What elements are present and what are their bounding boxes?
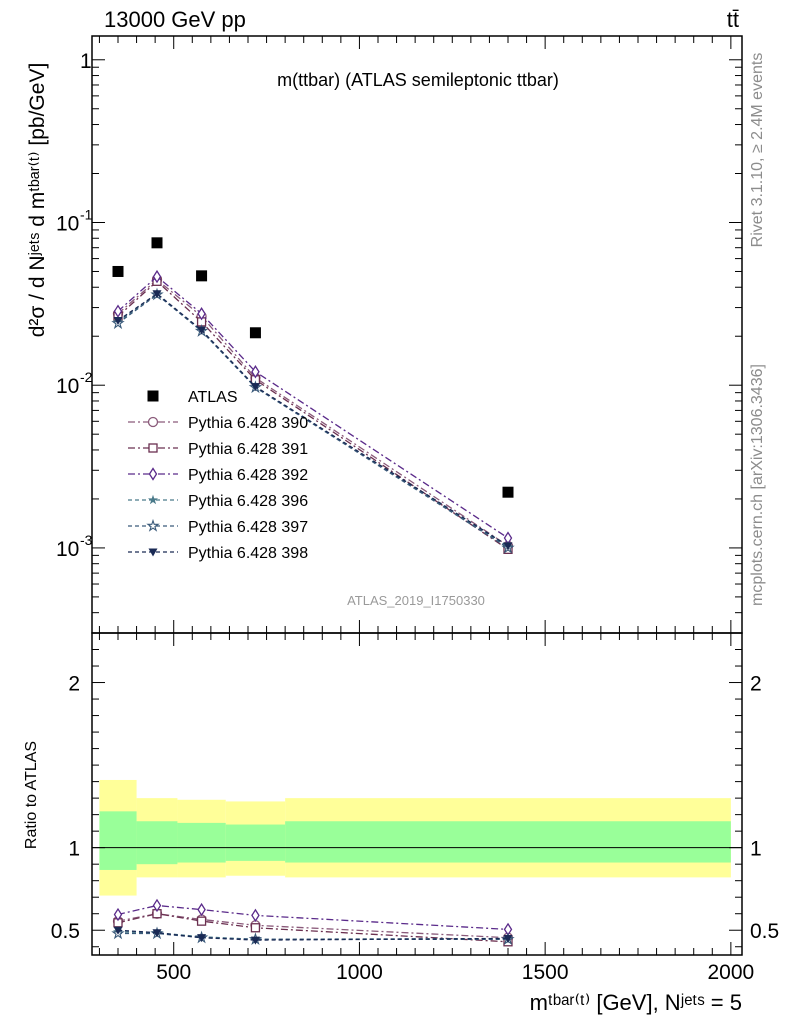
series-line-pythia-6-428-396	[117, 293, 509, 548]
x-tick-label: 500	[156, 961, 191, 984]
y-tick-label-lower-right: 2	[750, 673, 762, 696]
data-point-pythia-6-428-392	[251, 365, 260, 379]
ratio-point-pythia-6-428-398	[113, 926, 123, 935]
header-right: tt̄	[727, 7, 739, 32]
x-tick-label: 1500	[522, 961, 569, 984]
header-left: 13000 GeV pp	[104, 7, 246, 32]
y-tick-label-lower: 2	[68, 673, 80, 696]
x-tick-label: 2000	[707, 961, 754, 984]
upper-panel: 10 -310 -210 -11 m(ttbar) (ATLAS semilepton…	[26, 35, 743, 634]
data-point-pythia-6-428-398	[152, 290, 162, 299]
data-point-atlas	[112, 265, 124, 277]
series-line-pythia-6-428-392	[117, 275, 509, 539]
series-line-pythia-6-428-391	[117, 280, 509, 550]
ratio-point-pythia-6-428-392	[113, 907, 123, 922]
data-point-pythia-6-428-398	[250, 383, 260, 392]
x-tick-label: 1000	[336, 961, 383, 984]
mcplots-credit-label: mcplots.cern.ch [arXiv:1306.3436]	[749, 364, 766, 606]
data-point-atlas	[151, 237, 163, 249]
uncertainty-band-inner	[285, 821, 731, 863]
rivet-version-label: Rivet 3.1.10, ≥ 2.4M events	[749, 53, 766, 248]
legend-marker-pythia-6-428-390	[147, 416, 159, 428]
x-axis-label: mᵗᵇᵃʳ⁽ᵗ⁾ [GeV], Nʲᵉᵗˢ = 5	[530, 990, 742, 1015]
legend-label-pythia-6-428-398: Pythia 6.428 398	[188, 545, 308, 562]
y-tick-label-lower: 0.5	[51, 920, 80, 943]
legend-marker-pythia-6-428-398	[148, 548, 158, 557]
legend-marker-pythia-6-428-396	[147, 494, 159, 505]
ratio-point-pythia-6-428-392	[251, 908, 260, 923]
ratio-point-pythia-6-428-392	[197, 902, 206, 917]
series-line-pythia-6-428-390	[117, 278, 509, 547]
legend: ATLAS Pythia 6.428 390 Pythia 6.428 391 Pyt…	[128, 389, 308, 562]
ratio-point-pythia-6-428-391	[250, 923, 261, 933]
lower-panel: 0.5 0.5 1 1 2 2 500 1000 1500 2000 Ratio to ATLAS…	[23, 632, 779, 1015]
legend-label-pythia-6-428-396: Pythia 6.428 396	[188, 493, 308, 510]
y-tick-label-exponent: -1	[80, 206, 93, 222]
ratio-y-label: Ratio to ATLAS	[23, 741, 40, 849]
data-point-pythia-6-428-392	[197, 307, 206, 321]
legend-label-pythia-6-428-390: Pythia 6.428 390	[188, 415, 308, 432]
legend-label-pythia-6-428-397: Pythia 6.428 397	[188, 519, 308, 536]
series-line-pythia-6-428-398	[117, 292, 509, 547]
uncertainty-band-inner	[136, 821, 178, 865]
lower-frame	[91, 632, 743, 956]
y-tick-label-upper: 10	[56, 538, 79, 561]
ratio-point-pythia-6-428-398	[197, 934, 207, 943]
ratio-point-pythia-6-428-392	[152, 898, 162, 913]
y-tick-label-upper: 1	[80, 50, 92, 73]
data-point-atlas	[502, 486, 514, 498]
ratio-point-pythia-6-428-398	[503, 934, 513, 943]
y-tick-label-upper: 10	[56, 375, 79, 398]
chart-title: m(ttbar) (ATLAS semileptonic ttbar)	[277, 70, 559, 90]
uncertainty-band-inner	[225, 824, 286, 861]
legend-marker-pythia-6-428-397	[146, 518, 160, 532]
legend-marker-pythia-6-428-391	[148, 443, 158, 453]
upper-y-label: d²σ / d Nʲᵉᵗˢ d mᵗᵇᵃʳ⁽ᵗ⁾ [pb/GeV]	[26, 63, 49, 338]
ratio-point-pythia-6-428-398	[250, 936, 260, 945]
y-tick-label-lower-right: 1	[750, 838, 762, 861]
uncertainty-band-inner	[99, 811, 137, 870]
ratio-line-pythia-6-428-392	[117, 904, 509, 931]
legend-label-pythia-6-428-392: Pythia 6.428 392	[188, 467, 308, 484]
y-tick-label-exponent: -3	[80, 532, 93, 548]
data-point-pythia-6-428-398	[113, 316, 123, 325]
legend-marker-pythia-6-428-392	[148, 467, 158, 481]
data-point-atlas	[196, 270, 208, 282]
y-tick-label-lower: 1	[68, 838, 80, 861]
ratio-point-pythia-6-428-391	[196, 916, 207, 926]
legend-label-pythia-6-428-391: Pythia 6.428 391	[188, 441, 308, 458]
ratio-point-pythia-6-428-398	[152, 929, 162, 938]
y-tick-label-upper: 10	[56, 212, 79, 235]
y-tick-label-exponent: -2	[80, 369, 93, 385]
legend-label-atlas: ATLAS	[188, 389, 238, 406]
data-point-pythia-6-428-392	[152, 269, 162, 284]
y-tick-label-lower-right: 0.5	[750, 920, 779, 943]
data-point-atlas	[249, 327, 261, 339]
legend-marker-atlas	[147, 390, 159, 402]
upper-frame	[91, 35, 743, 634]
data-point-pythia-6-428-398	[503, 542, 513, 551]
uncertainty-band-inner	[177, 822, 226, 863]
analysis-watermark: ATLAS_2019_I1750330	[347, 593, 485, 608]
data-point-pythia-6-428-398	[197, 326, 207, 335]
